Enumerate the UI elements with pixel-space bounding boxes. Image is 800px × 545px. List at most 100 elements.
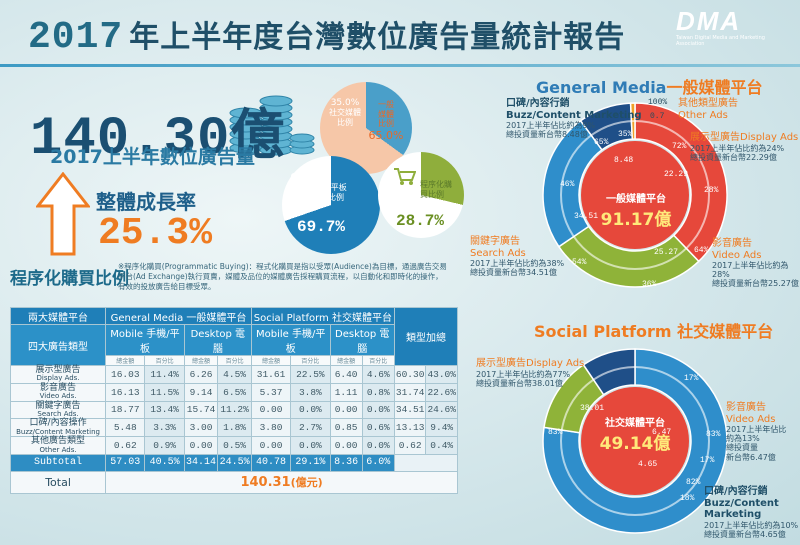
s-buzz-en1: Buzz/Content [704,497,779,509]
row-label-en: Buzz/Content Marketing [16,427,100,436]
table-cell: 6.26 [183,365,219,384]
header-divider [0,64,800,67]
g-search-zh: 關鍵字廣告 [470,236,520,247]
row-label-zh: 影音廣告 [40,382,77,393]
table-cell: 0.0% [290,436,331,455]
g-lbl-2527: 25.27 [654,248,679,257]
s-buzz-d2: 總投資量新台幣4.65億 [704,529,786,539]
subtotal-cell: 8.36 [329,453,363,472]
table-cell: 60.30 [393,365,427,384]
s-video-d3: 總投資量 [726,443,758,453]
page-title: 2017 年上半年度台灣數位廣告量統計報告 [28,12,625,59]
g-lbl-2229: 22.29 [664,170,689,179]
table-cell: 5.48 [105,418,146,438]
social-buzz-annotation: 口碑/內容行銷 Buzz/Content Marketing 2017上半年佔比約為1… [704,486,798,539]
th-pct: 百分比 [217,355,252,366]
table-cell: 0.9% [144,436,185,455]
s-lbl-465: 4.65 [638,460,658,469]
row-label-en: Other Ads. [39,445,77,454]
table-cell: 13.4% [144,400,185,420]
table-cell: 3.00 [183,418,219,438]
th-amount: 總金額 [329,355,363,366]
row-label: 影音廣告 Video Ads. [9,382,107,402]
table-cell: 3.3% [144,418,185,438]
table-cell: 0.85 [329,418,363,438]
programmatic-ratio-label: 程序化購買比例 [420,180,452,199]
programmatic-note-title: 程序化購買比例 [10,269,129,289]
general-center-value: 91.17億 [600,210,672,230]
programmatic-ratio-bubble [378,152,464,238]
s-video-d1: 2017上半年佔比 [726,425,787,434]
g-display-d1: 2017上半年佔比約為24% [690,143,785,153]
s-display-d2: 總投資量新台幣38.01億 [476,378,563,388]
slice-display-ads [542,348,728,534]
social-video-annotation: 影音廣告 Video Ads 2017上半年佔比 約為13% 總投資量 新台幣6.47億 [726,402,786,462]
s-video-d2: 約為13% [726,434,760,444]
th-pct: 百分比 [290,355,331,366]
g-search-en: Search Ads [470,247,526,259]
social-center: 社交媒體平台 49.14億 [598,414,672,454]
table-cell: 18.77 [105,400,146,420]
g-display-zh: 展示型廣告Display Ads [690,132,799,143]
table-cell: 16.03 [105,365,146,384]
s-video-d4: 新台幣6.47億 [726,452,776,462]
general-display-annotation: 展示型廣告Display Ads 2017上半年佔比約為24% 總投資量新台幣22.… [690,132,798,162]
table-cell: 0.00 [250,400,292,420]
table-cell: 16.13 [105,382,146,402]
th-pct: 百分比 [144,355,185,366]
s-lbl-83b: 83% [706,430,721,439]
table-cell: 13.13 [393,418,427,438]
slice-video-ads [557,225,700,288]
general-title-zh: 一般媒體平台 [666,78,763,97]
subtotal-cell: 24.5% [217,453,252,472]
g-video-d2: 總投資量新台幣25.27億 [712,279,799,289]
social-center-value: 49.14億 [599,434,671,454]
table-cell: 34.51 [393,400,427,420]
general-title-en: General Media [536,78,667,97]
table-row: 口碑/內容操作 Buzz/Content Marketing 5.48 3.3% 3.0… [9,418,458,438]
table-cell: 1.11 [329,382,363,402]
row-label-zh: 關鍵字廣告 [35,400,81,411]
social-pct-label: 社交媒體比例 [329,108,361,127]
g-lbl-3451: 34.51 [574,212,599,221]
th-general-desktop: Desktop 電腦 [183,324,252,356]
subtotal-cell: 40.78 [250,453,292,472]
programmatic-ratio-value: 28.7% [396,212,445,230]
subtotal-cell: 6.0% [361,453,395,472]
row-label-zh: 口碑/內容操作 [29,418,87,429]
social-ratio: 35.0% 社交媒體比例 [327,98,363,127]
row-label: 其他廣告類型 Other Ads. [9,436,107,455]
social-pct: 35.0% [330,98,360,108]
row-label-zh: 其他廣告類型 [31,436,86,447]
general-panel-title: General Media一般媒體平台 [536,74,763,98]
g-other-en: Other Ads [678,109,728,121]
table-cell: 0.8% [361,382,395,402]
social-panel-title: Social Platform 社交媒體平台 [534,318,773,342]
g-lbl-65: 65% [594,138,609,147]
donut-inner-ring [560,366,710,516]
general-center: 一般媒體平台 91.17億 [600,190,672,230]
growth-arrow-icon [36,172,90,256]
social-display-annotation: 展示型廣告Display Ads 2017上半年佔比約為77% 總投資量新台幣38.… [476,358,584,388]
g-lbl-35: 35% [618,130,633,139]
donut-inner-ring [560,120,710,270]
subtotal-empty [393,453,459,472]
th-total: 類型加總 [393,307,459,366]
general-buzz-annotation: 口碑/內容行銷 Buzz/Content Marketing 2017上半年佔比約為… [506,98,642,139]
general-pct: 65.0% [368,128,404,142]
g-search-d2: 總投資量新台幣34.51億 [470,268,557,278]
table-cell: 3.80 [250,418,292,438]
s-video-en: Video Ads [726,413,776,425]
row-label-en: Video Ads. [39,392,77,401]
g-search-d1: 2017上半年佔比約為38% [470,259,565,268]
th-platform: 兩大媒體平台 [9,307,107,325]
th-social-desktop: Desktop 電腦 [329,324,395,356]
total-unit: (億元) [290,476,323,490]
dma-logo: DMA Taiwan Digital Media and Marketing As… [676,6,786,47]
g-video-d1: 2017上半年佔比約為28% [712,261,789,280]
g-buzz-d2: 總投資量新台幣8.48億 [506,130,588,140]
donut-center [581,387,689,495]
g-lbl-848: 8.48 [614,156,634,165]
table-row: 關鍵字廣告 Search Ads. 18.77 13.4% 15.74 11.2% 0.00… [9,400,458,420]
